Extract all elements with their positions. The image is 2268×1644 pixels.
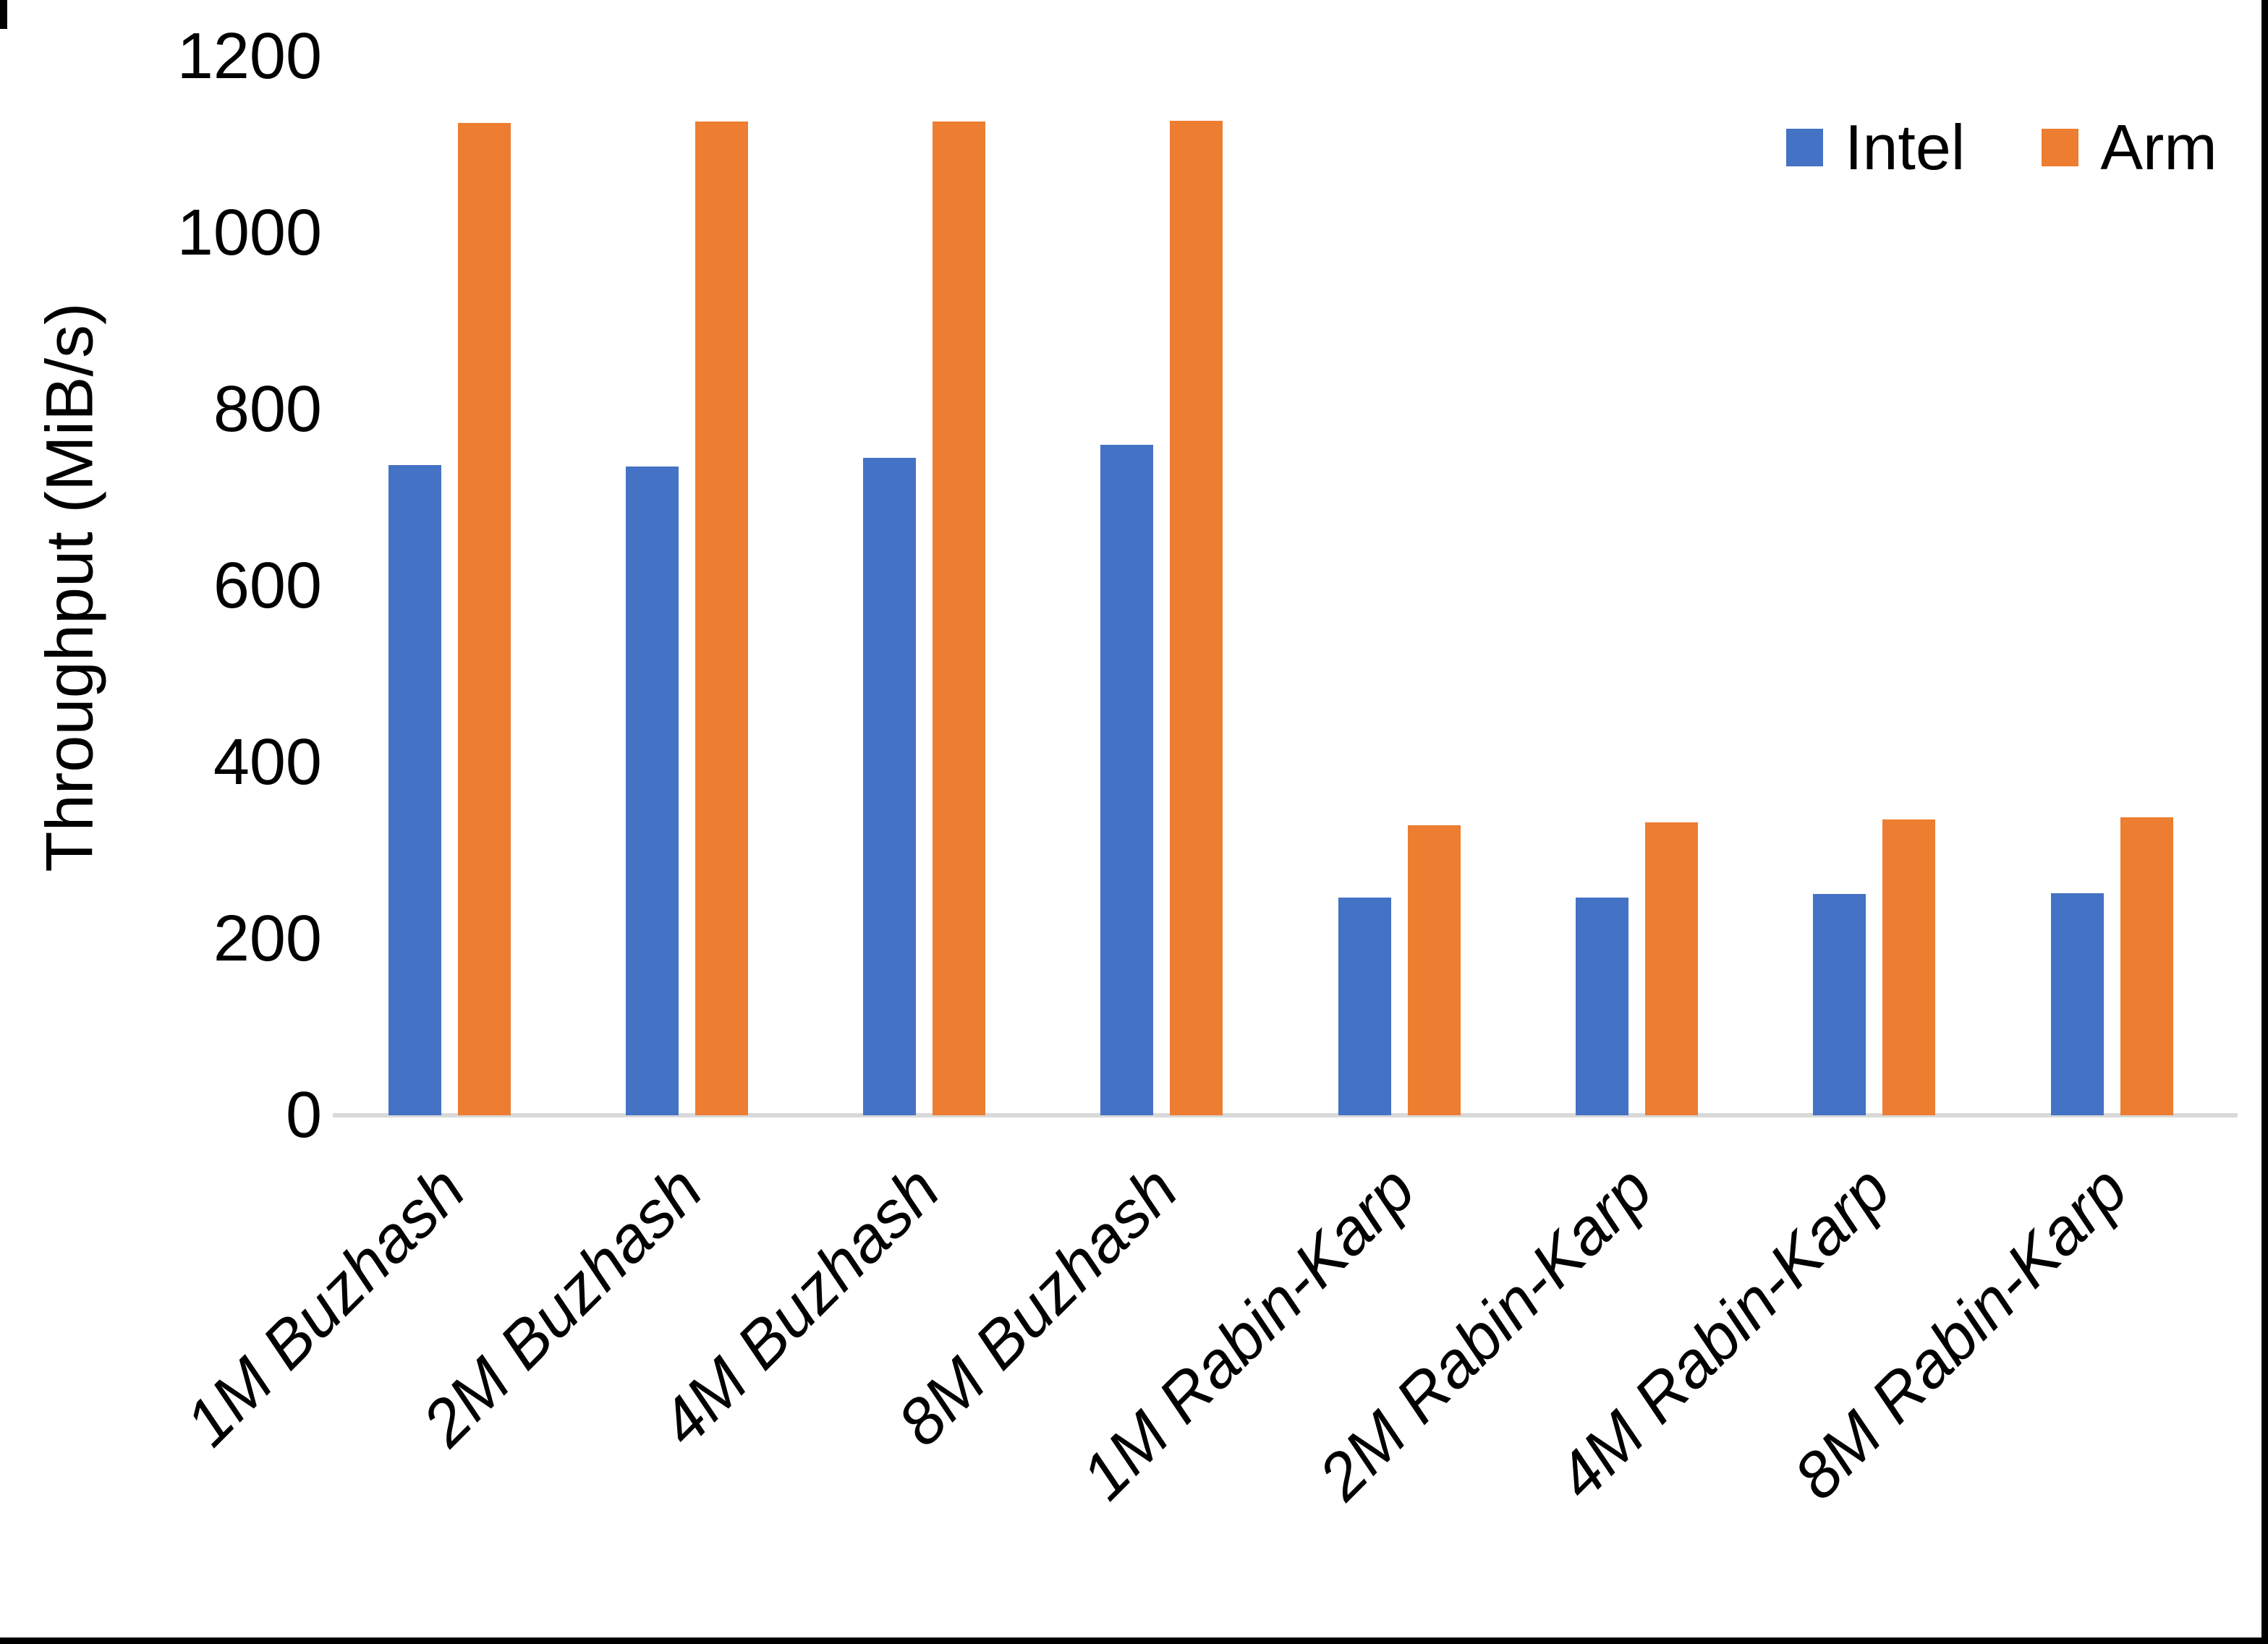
legend: Intel Arm xyxy=(1786,114,2217,181)
bar-arm-2m-rabin-karp xyxy=(1645,822,1698,1115)
frame-border-right xyxy=(2261,0,2268,1644)
bar-arm-1m-buzhash xyxy=(457,122,511,1115)
bar-arm-1m-rabin-karp xyxy=(1407,825,1461,1115)
bar-intel-1m-rabin-karp xyxy=(1338,897,1391,1115)
bar-intel-8m-rabin-karp xyxy=(2050,893,2104,1115)
arm-series-swatch xyxy=(2042,129,2079,166)
x-axis-line xyxy=(333,1113,2238,1117)
frame-border-bottom xyxy=(0,1637,2268,1644)
y-tick-label-200: 200 xyxy=(213,903,322,975)
y-tick-label-1200: 1200 xyxy=(177,20,322,93)
bar-intel-2m-rabin-karp xyxy=(1576,897,1628,1115)
y-tick-label-600: 600 xyxy=(213,550,322,622)
y-tick-label-400: 400 xyxy=(213,726,322,798)
intel-legend-label: Intel xyxy=(1845,111,1966,183)
frame-border-top-left-fragment xyxy=(0,0,7,29)
bar-arm-4m-rabin-karp xyxy=(1882,819,1936,1115)
bar-intel-8m-buzhash xyxy=(1100,444,1154,1115)
bar-intel-1m-buzhash xyxy=(388,464,441,1115)
bar-intel-4m-rabin-karp xyxy=(1813,893,1866,1115)
y-tick-label-1000: 1000 xyxy=(177,197,322,269)
y-tick-label-800: 800 xyxy=(213,373,322,446)
arm-legend-label: Arm xyxy=(2100,111,2217,183)
bar-intel-2m-buzhash xyxy=(625,467,679,1115)
legend-item-arm: Arm xyxy=(2042,114,2217,181)
bar-arm-8m-buzhash xyxy=(1170,121,1223,1115)
bar-arm-2m-buzhash xyxy=(695,122,748,1115)
y-tick-label-0: 0 xyxy=(285,1079,322,1151)
intel-series-swatch xyxy=(1786,129,1823,166)
bar-arm-8m-rabin-karp xyxy=(2120,817,2173,1115)
bar-arm-4m-buzhash xyxy=(933,122,986,1115)
legend-item-intel: Intel xyxy=(1786,114,1965,181)
bar-intel-4m-buzhash xyxy=(863,458,917,1115)
